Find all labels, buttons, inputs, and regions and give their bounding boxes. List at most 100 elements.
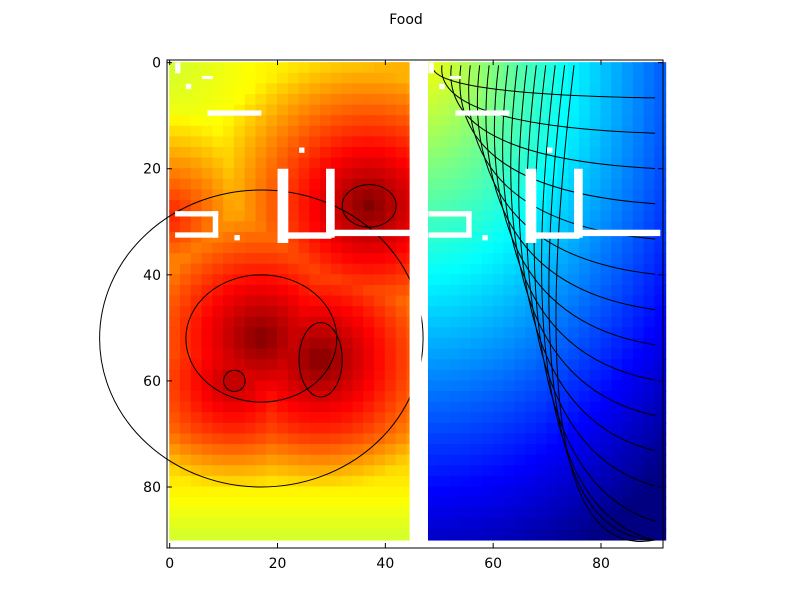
- heatmap-cell: [201, 157, 214, 170]
- heatmap-cell: [330, 433, 343, 446]
- heatmap-cell: [201, 115, 214, 127]
- heatmap-cell: [395, 274, 408, 286]
- heatmap-cell: [481, 380, 494, 393]
- heatmap-cell: [363, 412, 376, 424]
- heatmap-cell: [654, 200, 667, 212]
- heatmap-cell: [374, 401, 386, 414]
- heatmap-cell: [384, 433, 397, 446]
- heatmap-cell: [179, 221, 192, 233]
- heatmap-cell: [578, 210, 591, 223]
- heatmap-cell: [244, 147, 257, 159]
- heatmap-cell: [223, 242, 235, 255]
- heatmap-cell: [266, 401, 279, 414]
- heatmap-cell: [460, 316, 473, 329]
- heatmap-cell: [611, 369, 624, 382]
- heatmap-cell: [578, 306, 591, 318]
- heatmap-cell: [535, 369, 548, 382]
- heatmap-cell: [287, 422, 300, 435]
- heatmap-cell: [179, 433, 192, 446]
- heatmap-cell: [223, 412, 235, 424]
- heatmap-cell: [298, 412, 311, 424]
- heatmap-cell: [233, 475, 246, 488]
- heatmap-cell: [277, 433, 289, 446]
- heatmap-cell: [578, 62, 591, 74]
- heatmap-cell: [622, 380, 634, 393]
- heatmap-cell: [169, 242, 181, 255]
- heatmap-cell: [427, 337, 440, 350]
- heatmap-cell: [287, 380, 300, 393]
- heatmap-cell: [611, 401, 624, 414]
- heatmap-cell: [654, 62, 667, 74]
- heatmap-cell: [298, 401, 311, 414]
- heatmap-cell: [298, 200, 311, 212]
- heatmap-cell: [514, 422, 527, 435]
- heatmap-cell: [600, 380, 613, 393]
- heatmap-cell: [589, 115, 602, 127]
- heatmap-cell: [449, 62, 462, 74]
- heatmap-cell: [169, 274, 181, 286]
- heatmap-cell: [654, 231, 667, 244]
- heatmap-cell: [255, 221, 268, 233]
- heatmap-cell: [622, 433, 634, 446]
- heatmap-cell: [212, 465, 225, 477]
- heatmap-cell: [384, 475, 397, 488]
- heatmap-cell: [578, 486, 591, 499]
- heatmap-cell: [503, 497, 516, 509]
- wall-segment: [428, 211, 472, 217]
- heatmap-cell: [201, 433, 214, 446]
- heatmap-cell: [330, 93, 343, 106]
- heatmap-cell: [449, 115, 462, 127]
- heatmap-cell: [352, 168, 365, 180]
- heatmap-cell: [514, 486, 527, 499]
- heatmap-cell: [266, 306, 279, 318]
- heatmap-cell: [460, 422, 473, 435]
- heatmap-cell: [212, 359, 225, 371]
- heatmap-cell: [622, 221, 634, 233]
- heatmap-cell: [201, 391, 214, 403]
- heatmap-cell: [179, 306, 192, 318]
- heatmap-cell: [320, 507, 332, 520]
- heatmap-cell: [352, 178, 365, 191]
- heatmap-cell: [298, 115, 311, 127]
- heatmap-cell: [449, 433, 462, 446]
- heatmap-cell: [557, 115, 570, 127]
- heatmap-cell: [481, 200, 494, 212]
- heatmap-cell: [287, 518, 300, 530]
- heatmap-cell: [589, 104, 602, 117]
- heatmap-cell: [438, 433, 451, 446]
- heatmap-cell: [611, 253, 624, 265]
- heatmap-cell: [427, 295, 440, 308]
- heatmap-cell: [330, 507, 343, 520]
- heatmap-cell: [244, 528, 257, 541]
- heatmap-cell: [287, 189, 300, 202]
- heatmap-cell: [578, 518, 591, 530]
- heatmap-cell: [525, 104, 537, 117]
- heatmap-cell: [589, 475, 602, 488]
- heatmap-cell: [427, 189, 440, 202]
- heatmap-cell: [179, 157, 192, 170]
- heatmap-cell: [643, 125, 656, 138]
- heatmap-cell: [374, 274, 386, 286]
- heatmap-cell: [654, 433, 667, 446]
- heatmap-cell: [320, 83, 332, 95]
- heatmap-cell: [578, 391, 591, 403]
- heatmap-cell: [255, 316, 268, 329]
- heatmap-cell: [557, 316, 570, 329]
- heatmap-cell: [438, 157, 451, 170]
- heatmap-cell: [525, 454, 537, 467]
- heatmap-cell: [427, 380, 440, 393]
- heatmap-cell: [514, 433, 527, 446]
- heatmap-cell: [309, 433, 322, 446]
- heatmap-cell: [557, 93, 570, 106]
- heatmap-cell: [578, 157, 591, 170]
- heatmap-cell: [546, 253, 559, 265]
- heatmap-cell: [320, 284, 332, 297]
- heatmap-cell: [309, 93, 322, 106]
- heatmap-cell: [578, 475, 591, 488]
- heatmap-cell: [363, 465, 376, 477]
- heatmap-cell: [363, 444, 376, 456]
- heatmap-cell: [363, 136, 376, 149]
- heatmap-cell: [352, 274, 365, 286]
- heatmap-cell: [212, 62, 225, 74]
- heatmap-cell: [643, 422, 656, 435]
